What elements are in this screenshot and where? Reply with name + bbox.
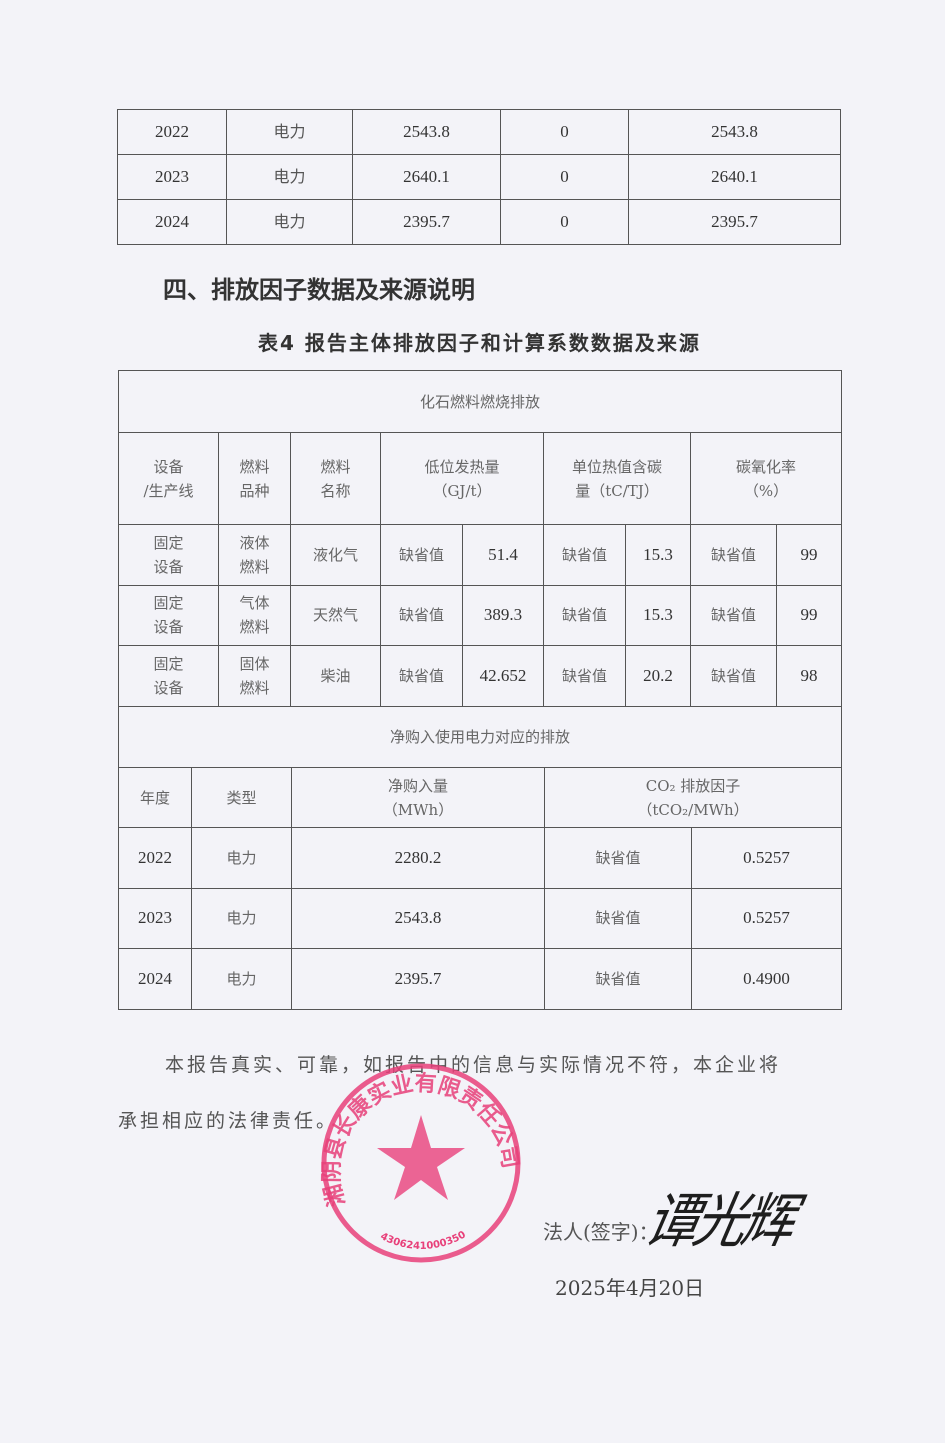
table-cell: 年度 (118, 767, 192, 828)
table-caption: 表4 报告主体排放因子和计算系数数据及来源 (258, 331, 701, 355)
table-row: 2024 电力 2395.7 缺省值 0.4900 (118, 948, 842, 1010)
table-cell: 缺省值 (544, 827, 692, 889)
handwritten-signature: 谭光辉 (639, 1187, 799, 1257)
table-cell: 柴油 (290, 645, 381, 707)
table-cell: 2022 (118, 827, 192, 889)
table-cell: 2024 (117, 199, 227, 245)
table-cell: 电力 (191, 887, 292, 949)
table-cell: 缺省值 (380, 584, 463, 646)
table-cell: 缺省值 (544, 887, 692, 949)
table-cell: 燃料 品种 (218, 432, 291, 525)
table-row: 化石燃料燃烧排放 (117, 370, 843, 433)
table-cell: 气体 燃料 (218, 584, 291, 646)
star-icon (377, 1115, 465, 1200)
table-row: 净购入使用电力对应的排放 (118, 706, 842, 768)
table-cell: 固定 设备 (118, 645, 219, 707)
table-cell: 液化气 (290, 524, 381, 586)
table-cell: 缺省值 (380, 524, 463, 586)
fossil-fuel-factors-table: 化石燃料燃烧排放 设备 /生产线 燃料 品种 燃料 名称 低位发热量 （GJ/t） 单位热… (117, 370, 843, 707)
statement-text: 本报告真实、可靠，如报告中的信息与实际情况不符，本企业将 (165, 1054, 782, 1076)
table-row: 2023 电力 2640.1 0 2640.1 (117, 154, 841, 200)
table-row: 固定 设备 液体 燃料 液化气 缺省值 51.4 缺省值 15.3 缺省值 99 (118, 524, 843, 586)
table-cell: 15.3 (625, 584, 691, 646)
statement-text-continued: 承担相应的法律责任。 (118, 1110, 339, 1132)
table-cell: 99 (775, 584, 843, 646)
table-row: 2024 电力 2395.7 0 2395.7 (117, 199, 841, 245)
table-cell: 液体 燃料 (218, 524, 291, 586)
table-cell: 2543.8 (352, 109, 501, 155)
section-heading: 四、排放因子数据及来源说明 (163, 276, 475, 304)
table-cell: 2395.7 (352, 199, 501, 245)
electricity-factors-table: 净购入使用电力对应的排放 年度 类型 净购入量 （MWh） CO₂ 排放因子 （tCO₂… (118, 706, 842, 1010)
table-row: 设备 /生产线 燃料 品种 燃料 名称 低位发热量 （GJ/t） 单位热值含碳 量（tC… (118, 432, 843, 525)
table-cell: 碳氧化率 （%） (689, 432, 843, 525)
table-cell: 电力 (226, 199, 353, 245)
table-cell: 设备 /生产线 (118, 432, 219, 525)
electricity-table-continued: 2022 电力 2543.8 0 2543.8 2023 电力 2640.1 0 2640.1 20… (117, 109, 841, 245)
table-cell: 低位发热量 （GJ/t） (380, 432, 544, 525)
signature-label: 法人(签字)： (543, 1220, 659, 1244)
table-cell: 42.652 (462, 645, 544, 707)
table-cell: 0 (500, 154, 629, 200)
table-cell: 2023 (117, 154, 227, 200)
table-cell: 2022 (117, 109, 227, 155)
table-row: 年度 类型 净购入量 （MWh） CO₂ 排放因子 （tCO₂/MWh） (118, 767, 842, 828)
table-cell: 化石燃料燃烧排放 (117, 370, 843, 433)
table-cell: 缺省值 (544, 948, 692, 1010)
table-cell: 缺省值 (690, 645, 777, 707)
table-cell: 净购入使用电力对应的排放 (118, 706, 842, 768)
table-cell: 0.5257 (691, 887, 842, 949)
table-cell: 20.2 (625, 645, 691, 707)
table-cell: 2023 (118, 887, 192, 949)
table-cell: 缺省值 (543, 645, 626, 707)
table-cell: 固定 设备 (118, 524, 219, 586)
seal-code: 4306241000350 (378, 1229, 468, 1252)
table-cell: 2280.2 (291, 827, 545, 889)
table-cell: 2395.7 (628, 199, 841, 245)
table-cell: 净购入量 （MWh） (291, 767, 545, 828)
table-cell: 电力 (191, 827, 292, 889)
table-cell: 51.4 (462, 524, 544, 586)
table-cell: 0.4900 (691, 948, 842, 1010)
svg-text:4306241000350: 4306241000350 (378, 1229, 468, 1252)
table-cell: 2640.1 (628, 154, 841, 200)
company-seal: 湘阴县长康实业有限责任公司 4306241000350 (320, 1063, 522, 1263)
table-cell: 0 (500, 109, 629, 155)
table-cell: 类型 (191, 767, 292, 828)
table-cell: 天然气 (290, 584, 381, 646)
table-cell: 99 (775, 524, 843, 586)
table-cell: 电力 (191, 948, 292, 1010)
table-cell: 2395.7 (291, 948, 545, 1010)
table-cell: 0 (500, 199, 629, 245)
table-row: 2022 电力 2543.8 0 2543.8 (117, 109, 841, 155)
table-cell: 缺省值 (380, 645, 463, 707)
table-cell: 缺省值 (543, 584, 626, 646)
table-row: 2023 电力 2543.8 缺省值 0.5257 (118, 887, 842, 949)
table-cell: 缺省值 (690, 524, 777, 586)
table-cell: CO₂ 排放因子 （tCO₂/MWh） (544, 767, 842, 828)
table-cell: 2543.8 (628, 109, 841, 155)
table-cell: 15.3 (625, 524, 691, 586)
table-cell: 固体 燃料 (218, 645, 291, 707)
table-cell: 单位热值含碳 量（tC/TJ） (543, 432, 691, 525)
table-row: 2022 电力 2280.2 缺省值 0.5257 (118, 827, 842, 889)
table-cell: 缺省值 (543, 524, 626, 586)
table-cell: 0.5257 (691, 827, 842, 889)
table-cell: 2543.8 (291, 887, 545, 949)
table-cell: 固定 设备 (118, 584, 219, 646)
table-row: 固定 设备 气体 燃料 天然气 缺省值 389.3 缺省值 15.3 缺省值 99 (118, 584, 843, 646)
table-cell: 2640.1 (352, 154, 501, 200)
table-cell: 389.3 (462, 584, 544, 646)
table-cell: 2024 (118, 948, 192, 1010)
table-cell: 缺省值 (690, 584, 777, 646)
table-cell: 电力 (226, 109, 353, 155)
table-cell: 燃料 名称 (290, 432, 381, 525)
table-cell: 98 (775, 645, 843, 707)
table-cell: 电力 (226, 154, 353, 200)
signature-date: 2025年4月20日 (555, 1276, 705, 1300)
table-row: 固定 设备 固体 燃料 柴油 缺省值 42.652 缺省值 20.2 缺省值 98 (118, 645, 843, 707)
